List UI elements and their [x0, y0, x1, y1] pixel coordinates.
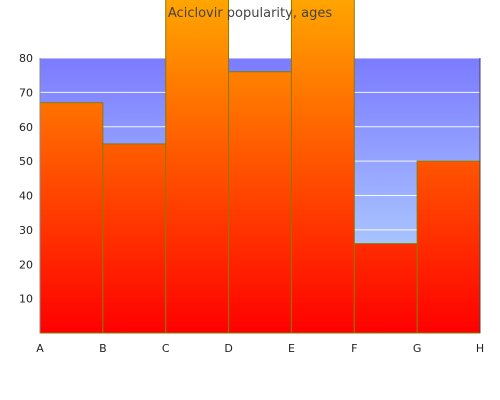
- area-series: [39, 0, 481, 334]
- y-tick-label: 50: [19, 155, 33, 168]
- x-tick-label: G: [413, 342, 422, 355]
- area-step-B: [102, 143, 167, 334]
- x-tick-label: C: [162, 342, 170, 355]
- y-tick-label: 60: [19, 121, 33, 134]
- x-tick-label: A: [36, 342, 44, 355]
- x-tick-label: B: [99, 342, 107, 355]
- chart-title: Aciclovir popularity, ages: [168, 6, 332, 21]
- y-tick-label: 20: [19, 258, 33, 271]
- area-step-A: [39, 102, 104, 334]
- area-step-C: [165, 0, 230, 334]
- y-tick-label: 80: [19, 52, 33, 65]
- x-axis-ticks: A B C D E F G H: [36, 342, 484, 355]
- area-step-G: [416, 160, 481, 334]
- x-tick-label: E: [288, 342, 295, 355]
- y-tick-label: 70: [19, 86, 33, 99]
- y-tick-label: 10: [19, 293, 33, 306]
- area-step-E: [290, 0, 355, 334]
- x-tick-label: F: [351, 342, 357, 355]
- y-tick-label: 30: [19, 224, 33, 237]
- x-tick-label: H: [476, 342, 484, 355]
- area-step-F: [353, 243, 418, 334]
- y-tick-label: 40: [19, 190, 33, 203]
- y-axis-ticks: 10 20 30 40 50 60 70 80: [19, 52, 33, 306]
- area-step-D: [228, 71, 292, 334]
- x-tick-label: D: [224, 342, 232, 355]
